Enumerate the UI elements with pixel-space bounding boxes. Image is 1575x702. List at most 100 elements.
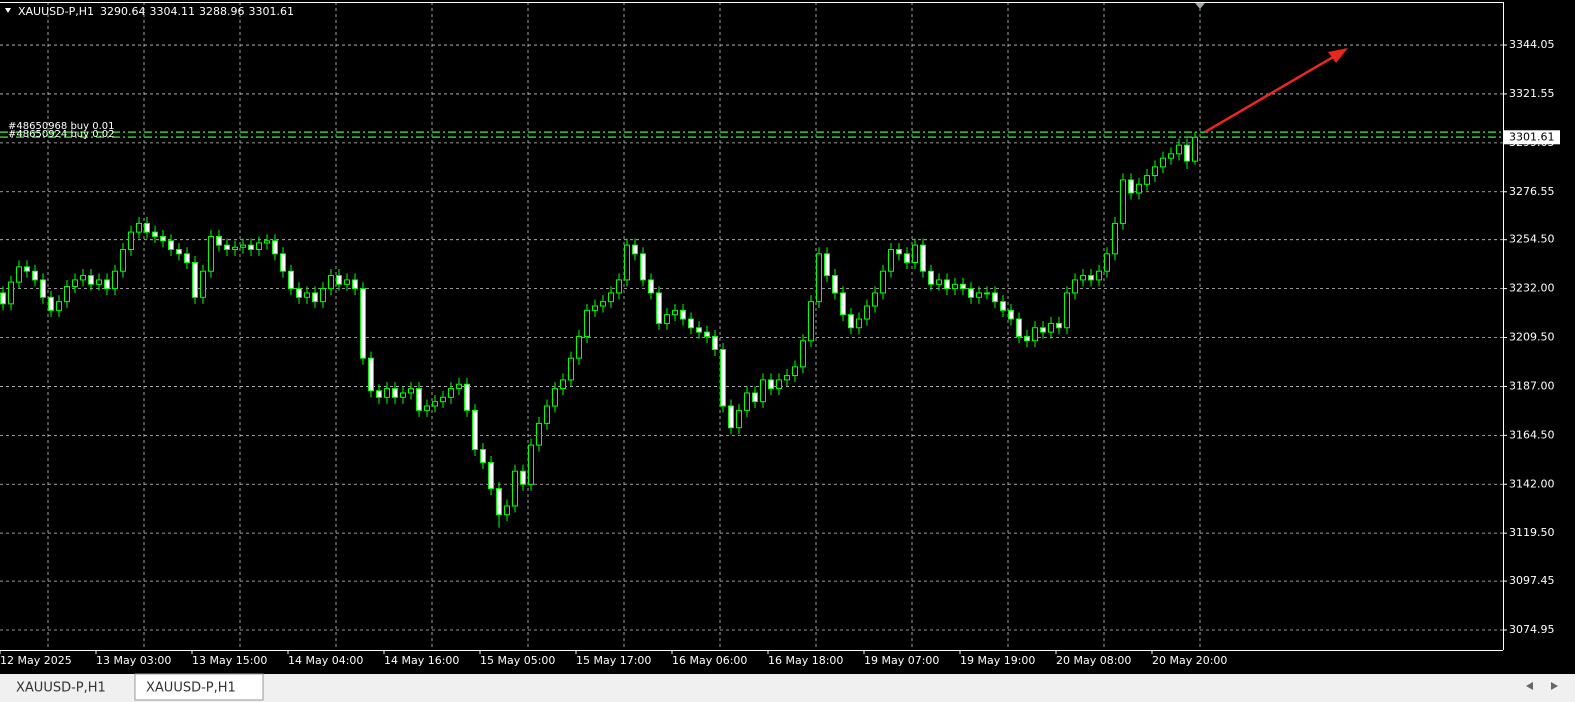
candle-body [232,246,238,250]
candle-body [744,392,750,411]
candle-body [824,253,830,277]
candle-body [224,244,230,250]
candle-body [320,288,326,303]
candle-body [32,270,38,281]
price-label-box [1504,130,1560,145]
candle-body [56,301,62,311]
tab-active[interactable]: XAUUSD-P,H1 [134,673,264,701]
candle-body [72,279,78,287]
candle-body [64,285,70,303]
candle-body [472,409,478,450]
candle-body [720,348,726,407]
candle-body [512,470,518,507]
ohlc-low: 3288.96 [199,5,245,18]
candle-body [184,253,190,264]
x-tick-label: 13 May 15:00 [192,654,267,667]
candle-body [992,292,998,303]
candle-body [48,296,54,311]
tab-label[interactable]: XAUUSD-P,H1 [146,681,236,696]
candle-body [312,292,318,303]
candle-body [480,448,486,464]
candle-body [328,275,334,290]
candle-body [160,235,166,242]
y-tick-label: 3276.55 [1509,185,1555,198]
menu-arrow[interactable] [5,8,11,13]
candle-body [704,331,710,337]
candle-body [488,462,494,490]
candle-body [944,279,950,290]
candle-body [1144,175,1150,185]
candle-body [872,292,878,307]
y-tick-label: 3164.50 [1509,428,1555,441]
grid [0,2,1503,650]
y-tick-label: 3321.55 [1509,87,1555,100]
candle-body [752,392,758,403]
candle-body [672,309,678,316]
x-tick-label: 19 May 07:00 [864,654,939,667]
symbol: XAUUSD-P,H1 [18,5,94,18]
candle-body [40,279,46,298]
candle-body [240,244,246,248]
tab[interactable]: XAUUSD-P,H1 [16,681,106,696]
candle-body [936,279,942,285]
candle-body [520,470,526,485]
candle-body [168,240,174,250]
candle-body [344,279,350,285]
candle-body [0,292,6,305]
candle-body [1016,318,1022,337]
order-label: #48650968 buy 0.01 [8,121,115,132]
candle-body [960,283,966,290]
candle-body [648,279,654,294]
candle-body [408,388,414,394]
candle-body [352,279,358,290]
candle-body [640,253,646,281]
candle-body [448,388,454,398]
candle-body [536,422,542,446]
candle-body [760,379,766,403]
candle-body [1128,179,1134,194]
candle-body [208,235,214,272]
candle-body [104,279,110,290]
ohlc-open: 3290.64 [100,5,146,18]
candle-body [624,244,630,281]
x-tick-label: 12 May 2025 [0,654,72,667]
ohlc-close: 3301.61 [249,5,295,18]
tab-scroll[interactable] [1526,682,1533,690]
x-tick-label: 14 May 04:00 [288,654,363,667]
candle-body [632,244,638,255]
candle-body [1048,322,1054,333]
candle-body [768,379,774,390]
y-tick-label: 3344.05 [1509,38,1555,51]
candle-body [136,222,142,233]
candle-body [24,266,30,272]
tab-scroll[interactable] [1551,682,1558,690]
candle-body [304,292,310,298]
x-tick-label: 14 May 16:00 [384,654,459,667]
candle-body [128,231,134,250]
candle-body [888,248,894,272]
candle-body [552,388,558,407]
y-tick-label: 3209.50 [1509,331,1555,344]
x-tick-label: 15 May 05:00 [480,654,555,667]
candle-body [280,253,286,272]
candle-body [424,405,430,411]
candle-body [952,283,958,290]
candle-body [728,405,734,429]
candle-body [1136,183,1142,194]
candle-body [464,383,470,411]
candle-body [912,244,918,264]
tab-label[interactable]: XAUUSD-P,H1 [16,681,106,696]
candle-body [200,270,206,298]
candle-body [1160,157,1166,168]
annotation-arrow [1204,51,1341,134]
candle-body [256,242,262,250]
x-tick-label: 15 May 17:00 [576,654,651,667]
x-tick-label: 19 May 19:00 [960,654,1035,667]
candle-body [144,222,150,233]
candle-body [616,279,622,294]
candle-body [176,248,182,255]
candle-body [856,318,862,329]
candle-body [1032,327,1038,342]
candle-body [816,253,822,303]
candle-body [976,292,982,298]
